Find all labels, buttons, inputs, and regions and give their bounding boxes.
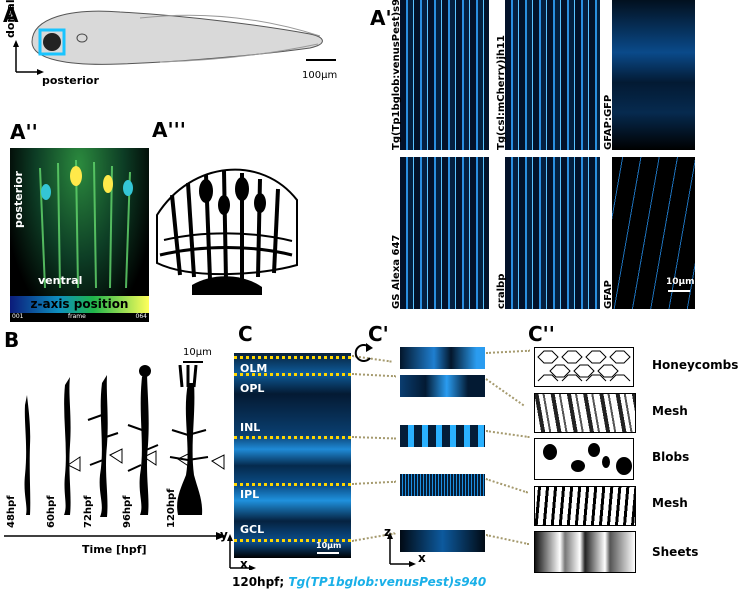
scale-bar-a-label: 100µm: [302, 70, 338, 81]
shape-label-honeycombs: Honeycombs: [652, 358, 739, 372]
colorbar-mid-tick: frame: [68, 313, 86, 320]
scale-bar-a-prime: [668, 290, 690, 292]
rotation-arrow-icon: [354, 343, 373, 362]
xz-slice-inl: [400, 425, 485, 447]
colorbar-title: z-axis position: [30, 297, 129, 311]
scale-bar-b-label: 10µm: [183, 347, 212, 358]
shape-mesh-1: [534, 393, 636, 433]
colorbar-left-tick: 001: [12, 313, 24, 320]
label-cralbp: cralbp: [496, 273, 507, 309]
binary-segmentation-image: [156, 168, 298, 295]
axis-x-label-c-prime: x: [418, 551, 426, 565]
axis-arrows-c-prime: [387, 532, 416, 567]
label-gs-alexa-647: GS Alexa 647: [391, 234, 402, 309]
caption-c: 120hpf; Tg(TP1bglob:venusPest)s940: [232, 575, 486, 589]
shape-label-blobs: Blobs: [652, 450, 690, 464]
shape-label-mesh-2: Mesh: [652, 496, 688, 510]
micrograph-mcherry: [505, 0, 600, 150]
time-axis-arrow: [4, 532, 226, 540]
panel-label-b: B: [4, 328, 20, 352]
panel-label-c-dprime: C'': [528, 322, 555, 346]
shape-blobs: [534, 438, 634, 480]
xz-slice-ipl: [400, 474, 485, 496]
shape-sheets: [534, 531, 636, 573]
shape-label-mesh-1: Mesh: [652, 404, 688, 418]
axis-y-label-c: y: [220, 528, 228, 542]
panel-label-a-prime: A': [370, 6, 392, 30]
stage-label-96hpf: 96hpf: [122, 495, 133, 528]
panel-label-c-prime: C': [368, 322, 389, 346]
shape-mesh-2: [534, 486, 636, 526]
shape-label-sheets: Sheets: [652, 545, 699, 559]
caption-transgenic-line: Tg(TP1bglob:venusPest)s940: [288, 575, 487, 589]
panel-label-a-tprime: A''': [152, 118, 186, 142]
zebrafish-larva-illustration: [13, 10, 336, 75]
stage-label-60hpf: 60hpf: [46, 495, 57, 528]
scale-bar-c-label: 10µm: [316, 541, 342, 550]
z-axis-colorbar: z-axis position: [10, 296, 149, 313]
scale-bar-a-prime-label: 10µm: [666, 277, 695, 287]
micrograph-gs-alexa: [400, 157, 489, 309]
stage-label-72hpf: 72hpf: [83, 495, 94, 528]
time-axis-label: Time [hpf]: [82, 543, 147, 556]
layer-label-gcl: GCL: [240, 523, 265, 536]
axis-x-label-c: x: [240, 557, 248, 571]
shape-honeycombs: [534, 347, 634, 387]
layer-label-ipl: IPL: [240, 488, 260, 501]
micrograph-venuspest: [400, 0, 489, 150]
axis-posterior-label: posterior: [42, 74, 99, 87]
colorbar-right-tick: 064: [135, 313, 147, 320]
label-gfap-gfp: GFAP:GFP: [603, 94, 614, 150]
xz-slice-olm: [400, 347, 485, 369]
label-tp1bglob-venuspest: Tg(Tp1bglob:venusPest)s940: [391, 0, 402, 150]
colorbar-ticks: 001 frame 064: [10, 313, 149, 322]
label-gfap: GFAP: [603, 280, 614, 309]
axis-posterior-label-a-dprime: posterior: [12, 171, 25, 228]
micrograph-cralbp: [505, 157, 600, 309]
scale-bar-b: [183, 361, 203, 363]
layer-label-olm: OLM: [240, 362, 268, 375]
micrograph-c: OLM OPL INL IPL GCL 10µm: [234, 353, 351, 558]
micrograph-zdepth: posterior ventral z-axis position: [10, 148, 149, 313]
muller-glia-development-drawings: [24, 365, 225, 517]
scale-bar-c: [317, 552, 339, 554]
panel-label-c: C: [238, 322, 253, 346]
layer-label-opl: OPL: [240, 382, 265, 395]
axis-z-label: z: [384, 525, 391, 539]
label-csl-mcherry: Tg(csl:mCherry)jh11: [496, 35, 507, 150]
stage-label-48hpf: 48hpf: [6, 495, 17, 528]
axis-arrows-c: [227, 534, 256, 570]
xz-slice-gcl: [400, 530, 485, 552]
xz-slice-opl: [400, 375, 485, 397]
panel-label-a-dprime: A'': [10, 120, 38, 144]
axis-ventral-label: ventral: [38, 274, 83, 287]
caption-stage: 120hpf;: [232, 575, 285, 589]
micrograph-gfap-gfp: [612, 0, 695, 150]
layer-label-inl: INL: [240, 421, 261, 434]
panel-label-a: A: [3, 3, 19, 27]
micrograph-gfap: [612, 157, 695, 309]
stage-label-120hpf: 120hpf: [166, 488, 177, 528]
